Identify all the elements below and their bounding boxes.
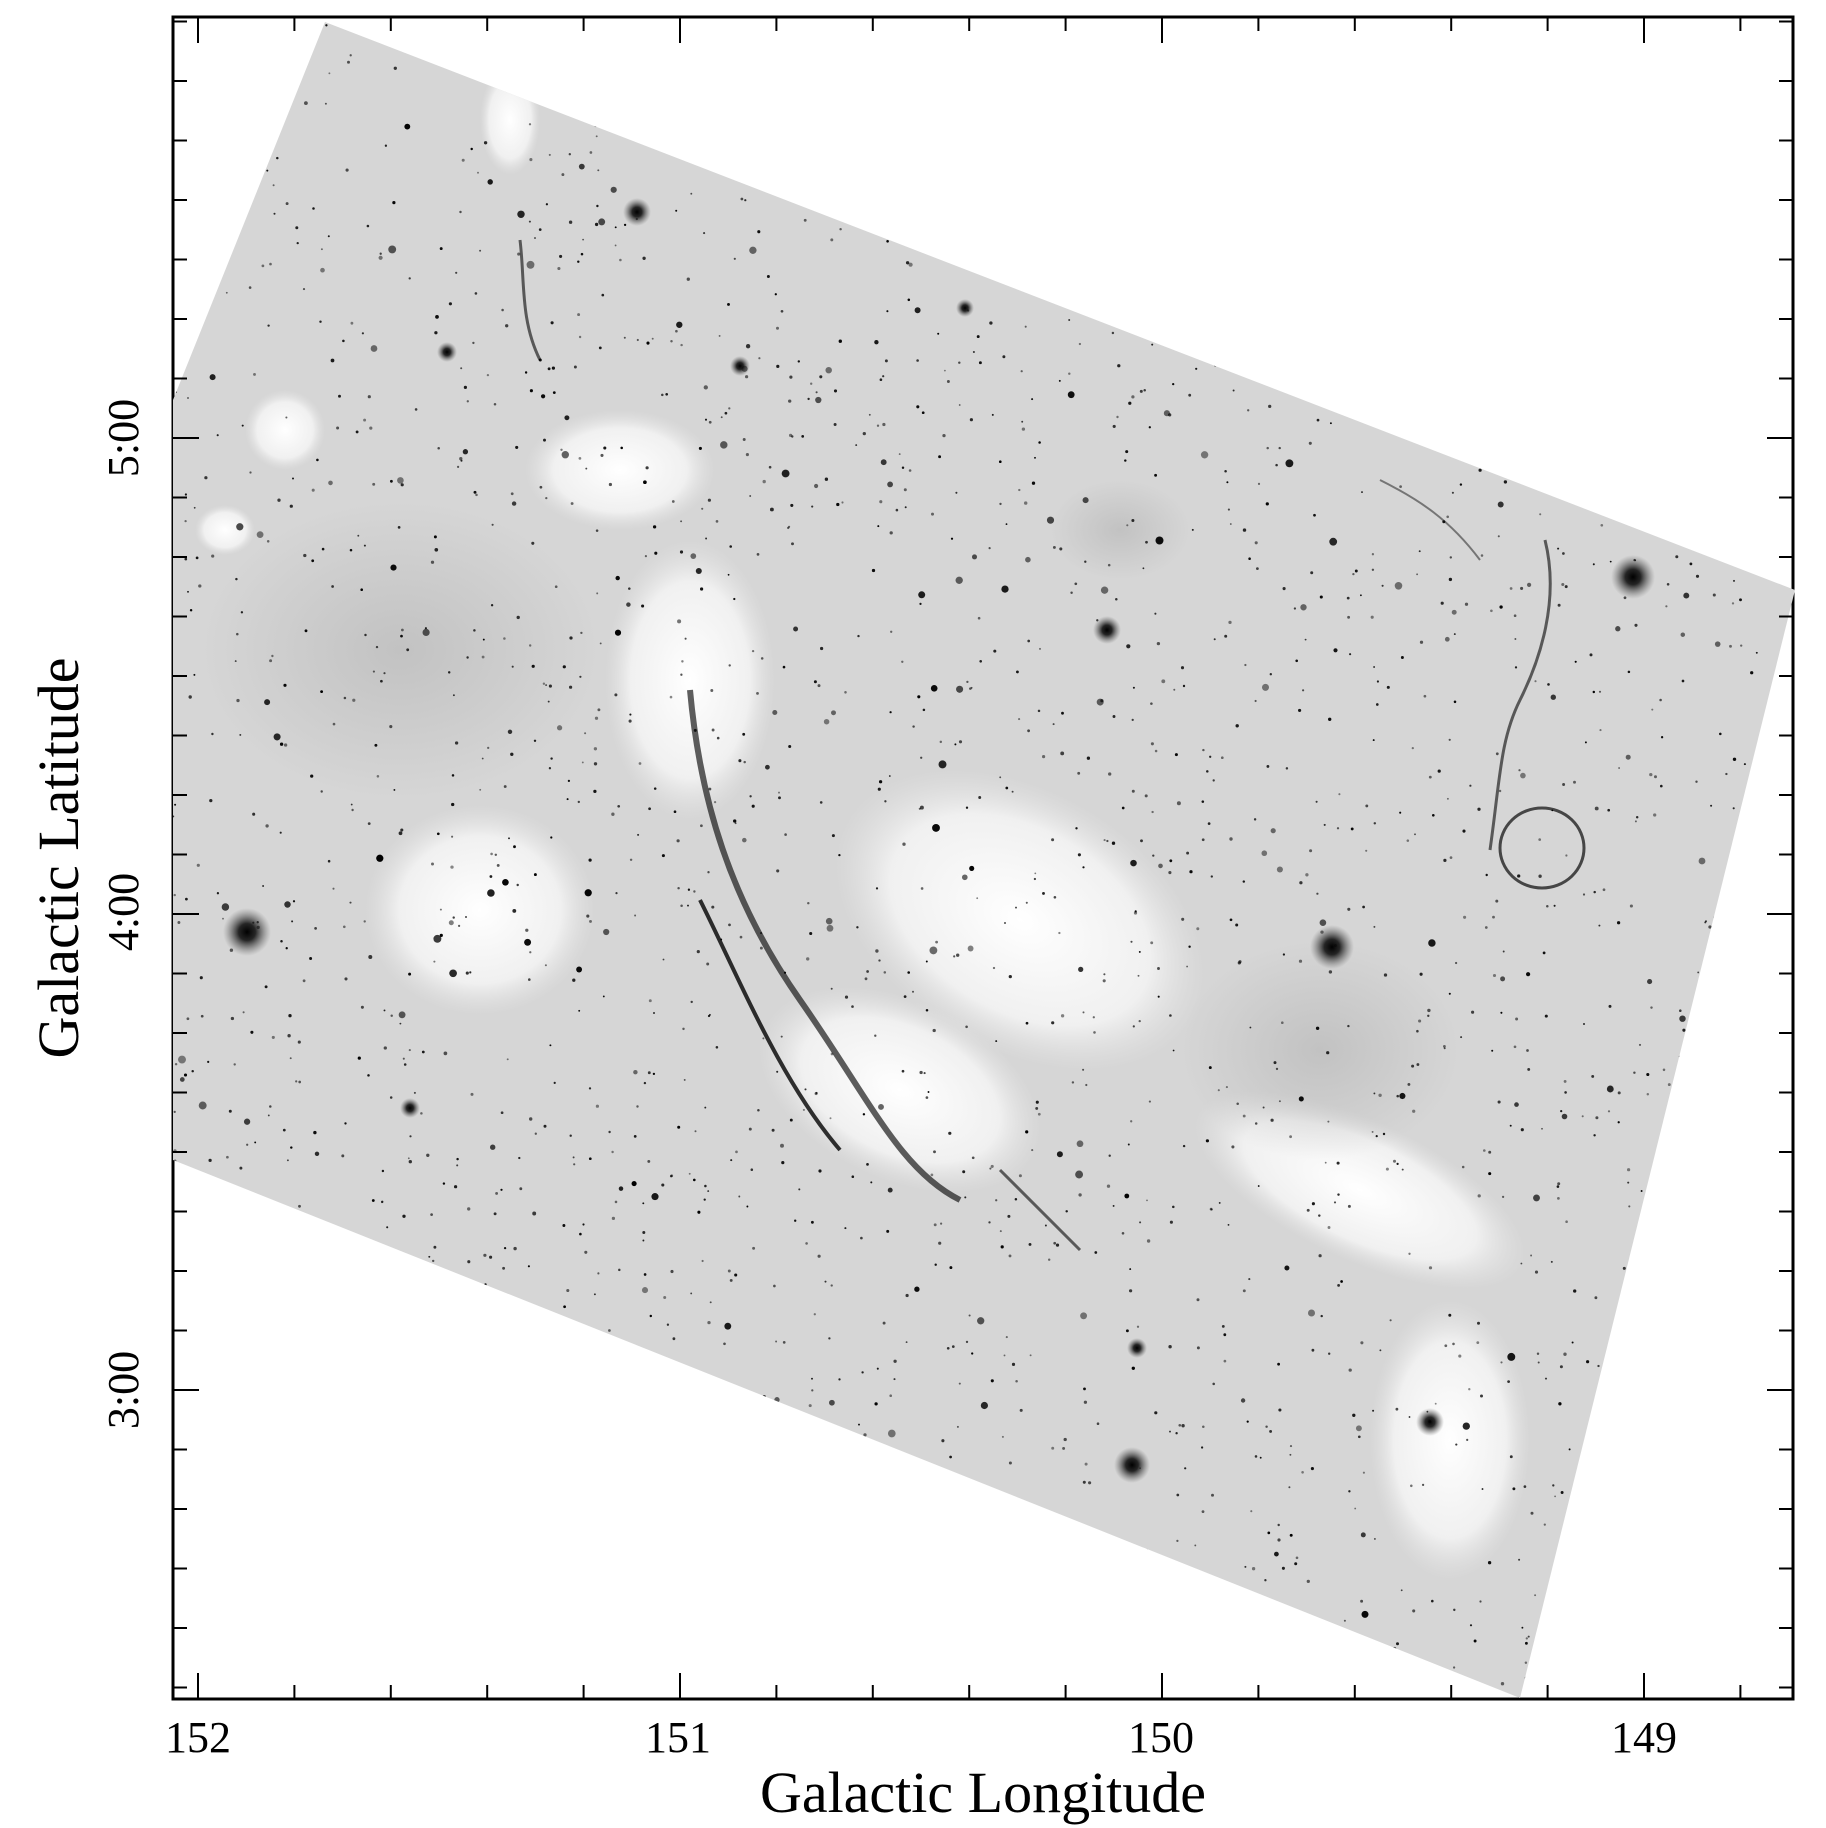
diffuse-region (1050, 480, 1190, 580)
bright-region (195, 505, 255, 555)
y-axis-title: Galactic Latitude (26, 658, 91, 1059)
bright-star (1310, 925, 1354, 969)
dark-filament (698, 899, 842, 1152)
bright-star (437, 342, 457, 362)
bright-region (525, 410, 715, 530)
x-axis-title: Galactic Longitude (760, 1760, 1206, 1825)
diffuse-region (200, 500, 600, 800)
bright-star (730, 356, 750, 376)
bright-region (1370, 1300, 1530, 1580)
bright-region (605, 540, 775, 820)
bright-star (1611, 555, 1655, 599)
dark-filament (1379, 479, 1481, 561)
bright-star (1127, 1338, 1147, 1358)
ring-structure (1498, 806, 1586, 890)
bright-star (223, 908, 271, 956)
bright-region (835, 769, 1205, 1071)
y-tick-label: 5:00 (99, 399, 148, 477)
dark-filament (518, 239, 542, 361)
bright-star (1114, 1447, 1150, 1483)
bright-star (1416, 1408, 1444, 1436)
bright-region (365, 805, 595, 1015)
dark-filament (998, 1168, 1082, 1252)
y-tick-label: 3:00 (99, 1351, 148, 1429)
x-tick-label: 150 (1128, 1713, 1194, 1762)
y-tick-label: 4:00 (99, 873, 148, 951)
x-tick-label: 152 (165, 1713, 231, 1762)
bright-star (1093, 616, 1121, 644)
dark-filament (687, 689, 962, 1203)
bright-star (400, 1098, 420, 1118)
diffuse-region (1180, 940, 1460, 1160)
x-tick-label: 151 (645, 1713, 711, 1762)
bright-star (956, 299, 974, 317)
axis-ticks (173, 17, 1793, 1699)
x-tick-label: 149 (1611, 1713, 1677, 1762)
bright-region (245, 390, 325, 470)
bright-star (623, 198, 651, 226)
dark-filament (1488, 539, 1552, 851)
